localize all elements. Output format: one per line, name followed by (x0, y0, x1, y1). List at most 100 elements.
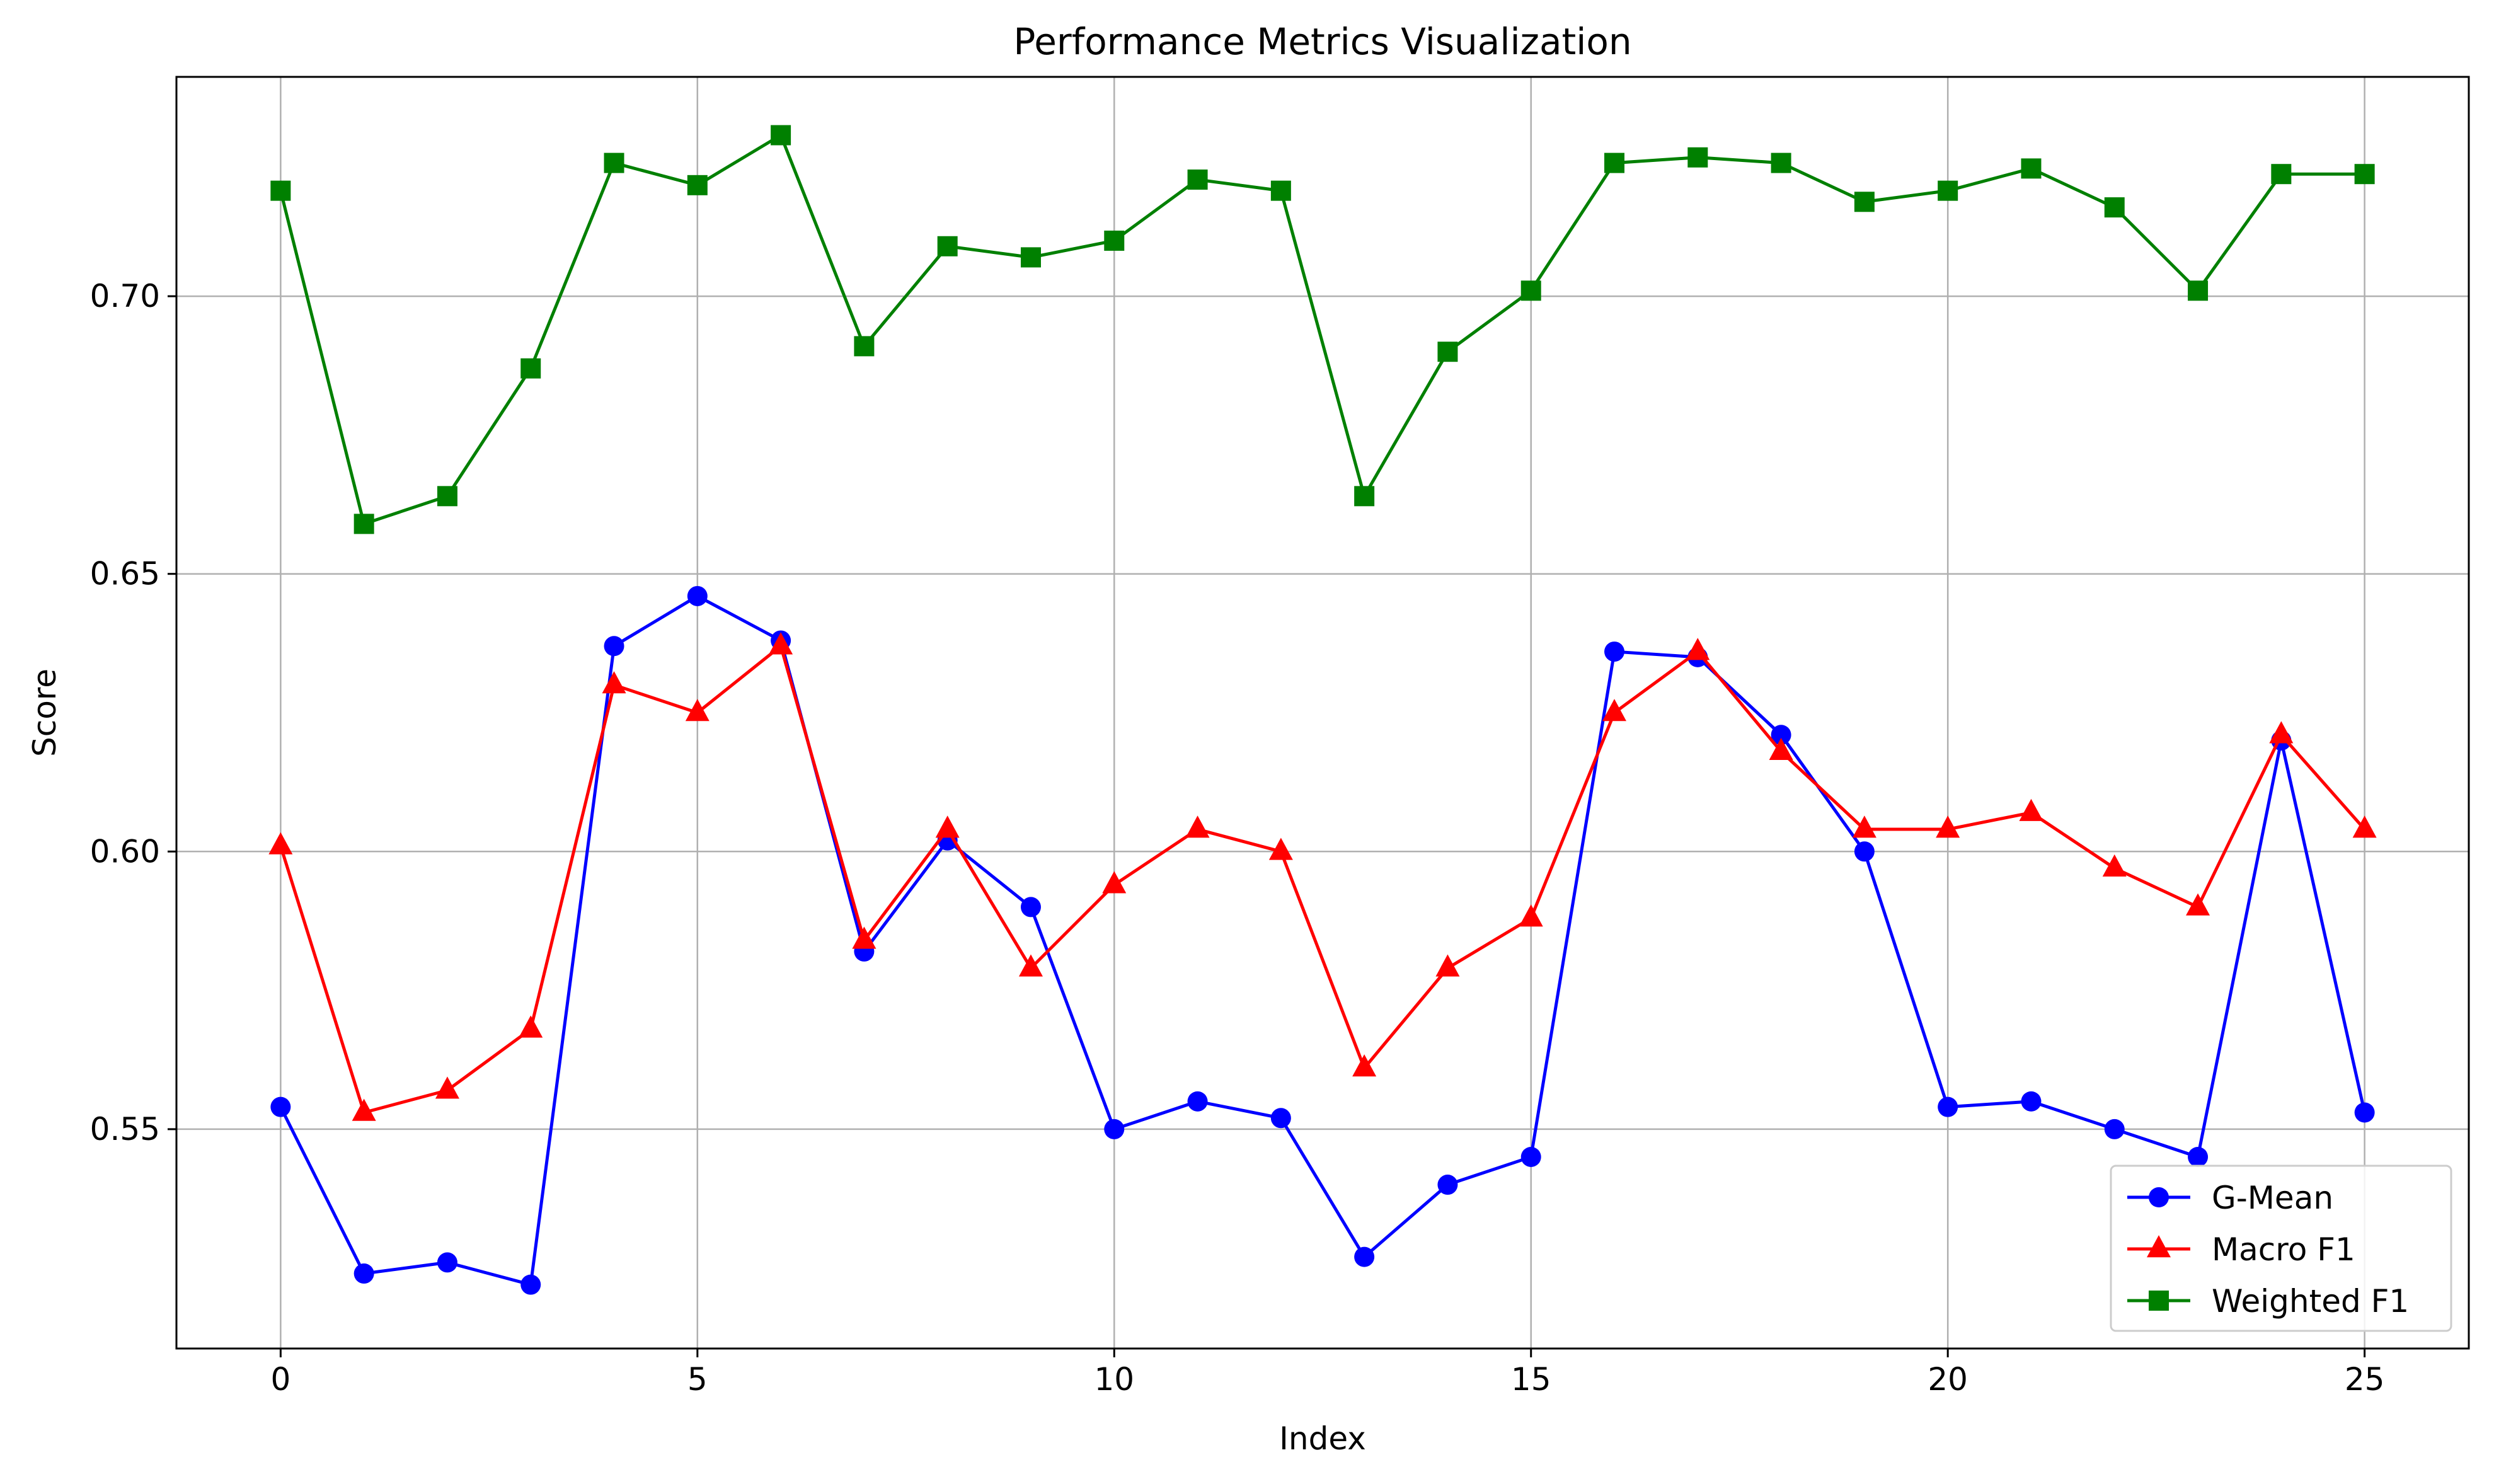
data-point-weighted-f1 (2021, 158, 2042, 179)
data-point-macro-f1 (268, 832, 293, 854)
data-point-macro-f1 (1018, 954, 1043, 977)
x-tick-label: 5 (687, 1361, 708, 1398)
series-line-g-mean (279, 594, 2367, 1287)
data-point-macro-f1 (935, 815, 960, 838)
data-point-weighted-f1 (1604, 152, 1625, 173)
data-point-g-mean (1020, 897, 1041, 917)
data-point-weighted-f1 (1354, 486, 1375, 507)
data-point-weighted-f1 (1104, 230, 1125, 251)
y-axis-label: Score (26, 669, 63, 757)
data-point-g-mean (1437, 1175, 1458, 1195)
y-tick-label: 0.65 (90, 556, 160, 592)
data-point-macro-f1 (1686, 638, 1710, 660)
data-point-g-mean (1354, 1246, 1375, 1267)
data-point-weighted-f1 (1020, 247, 1041, 268)
data-point-weighted-f1 (353, 514, 374, 534)
data-point-weighted-f1 (604, 152, 624, 173)
data-point-macro-f1 (1852, 815, 1876, 838)
legend: G-Mean Macro F1 Weighted F1 (2110, 1165, 2452, 1332)
x-tick-label: 20 (1928, 1361, 1968, 1398)
data-point-macro-f1 (1602, 699, 1627, 722)
data-point-macro-f1 (852, 926, 876, 949)
data-point-macro-f1 (1102, 871, 1127, 894)
data-point-weighted-f1 (520, 358, 541, 379)
data-point-macro-f1 (685, 699, 710, 722)
data-point-macro-f1 (602, 671, 626, 694)
y-tick-label: 0.60 (90, 833, 160, 870)
x-tick-label: 15 (1511, 1361, 1551, 1398)
data-point-macro-f1 (1185, 815, 1210, 838)
data-point-macro-f1 (352, 1098, 376, 1121)
legend-marker (2147, 1235, 2171, 1258)
data-point-macro-f1 (1519, 904, 1543, 927)
data-point-weighted-f1 (2104, 197, 2125, 218)
x-tick-label: 0 (270, 1361, 290, 1398)
series-macro-f1 (268, 632, 2377, 1121)
data-point-g-mean (1520, 1146, 1541, 1167)
x-axis-label: Index (1279, 1420, 1366, 1457)
data-point-macro-f1 (519, 1015, 543, 1038)
data-point-weighted-f1 (270, 180, 291, 201)
data-point-weighted-f1 (1854, 192, 1875, 212)
data-point-g-mean (2021, 1091, 2042, 1112)
legend-label: Weighted F1 (2212, 1283, 2409, 1320)
data-point-macro-f1 (1769, 737, 1793, 760)
x-tick-label: 10 (1094, 1361, 1134, 1398)
series-layer (268, 125, 2377, 1295)
data-point-g-mean (1771, 725, 1791, 745)
ticks: 0 5 10 15 20 25 0.55 0.60 0.65 0.70 (90, 278, 2385, 1398)
data-point-weighted-f1 (2271, 164, 2292, 185)
data-point-g-mean (1270, 1108, 1291, 1129)
data-point-g-mean (604, 636, 624, 657)
data-point-weighted-f1 (687, 175, 708, 195)
data-point-g-mean (1854, 841, 1875, 862)
axes-frame (175, 76, 2470, 1350)
data-point-macro-f1 (1352, 1054, 1377, 1077)
data-point-g-mean (353, 1263, 374, 1284)
series-g-mean (270, 585, 2375, 1295)
data-point-macro-f1 (1435, 954, 1460, 977)
legend-label: Macro F1 (2212, 1231, 2355, 1268)
data-point-weighted-f1 (1687, 147, 1708, 168)
data-point-macro-f1 (769, 632, 793, 655)
data-point-g-mean (687, 585, 708, 606)
legend-marker (2149, 1291, 2169, 1311)
series-weighted-f1 (270, 125, 2375, 534)
data-point-weighted-f1 (937, 236, 958, 256)
data-point-macro-f1 (435, 1076, 459, 1099)
data-point-macro-f1 (1268, 837, 1293, 860)
data-point-g-mean (1187, 1091, 1208, 1112)
data-point-weighted-f1 (1520, 280, 1541, 301)
data-point-macro-f1 (2352, 815, 2377, 838)
data-point-g-mean (2104, 1119, 2125, 1139)
data-point-g-mean (2354, 1102, 2375, 1123)
y-tick-label: 0.55 (90, 1111, 160, 1148)
data-point-g-mean (1938, 1096, 1958, 1117)
series-line-weighted-f1 (279, 134, 2365, 526)
data-point-weighted-f1 (771, 125, 791, 146)
legend-label: G-Mean (2212, 1180, 2333, 1216)
data-point-weighted-f1 (437, 486, 457, 507)
data-point-g-mean (437, 1252, 457, 1273)
x-tick-label: 25 (2345, 1361, 2385, 1398)
data-point-g-mean (1104, 1119, 1125, 1139)
legend-marker (2149, 1187, 2169, 1207)
data-point-weighted-f1 (1270, 180, 1291, 201)
data-point-g-mean (270, 1096, 291, 1117)
data-point-weighted-f1 (1938, 180, 1958, 201)
data-point-weighted-f1 (1771, 152, 1791, 173)
data-point-macro-f1 (1936, 815, 1960, 838)
data-point-g-mean (2188, 1146, 2209, 1167)
data-point-weighted-f1 (1437, 342, 1458, 362)
data-point-weighted-f1 (854, 336, 875, 357)
data-point-macro-f1 (2269, 721, 2294, 744)
y-tick-label: 0.70 (90, 278, 160, 314)
data-point-macro-f1 (2019, 798, 2043, 821)
data-point-weighted-f1 (1187, 170, 1208, 190)
legend-box (2110, 1165, 2452, 1332)
data-point-weighted-f1 (2354, 164, 2375, 185)
data-point-weighted-f1 (2188, 280, 2209, 301)
